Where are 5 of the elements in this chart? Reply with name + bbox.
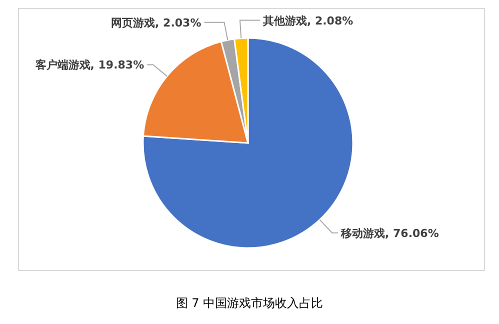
text: 图 7 中国游戏市场收入占比: [176, 296, 324, 310]
slice-label: 移动游戏, 76.06%: [340, 226, 439, 240]
slice-label: 其他游戏, 2.08%: [262, 14, 354, 28]
slice-label: 客户端游戏, 19.83%: [34, 58, 144, 72]
slice-label: 网页游戏, 2.03%: [111, 16, 202, 30]
